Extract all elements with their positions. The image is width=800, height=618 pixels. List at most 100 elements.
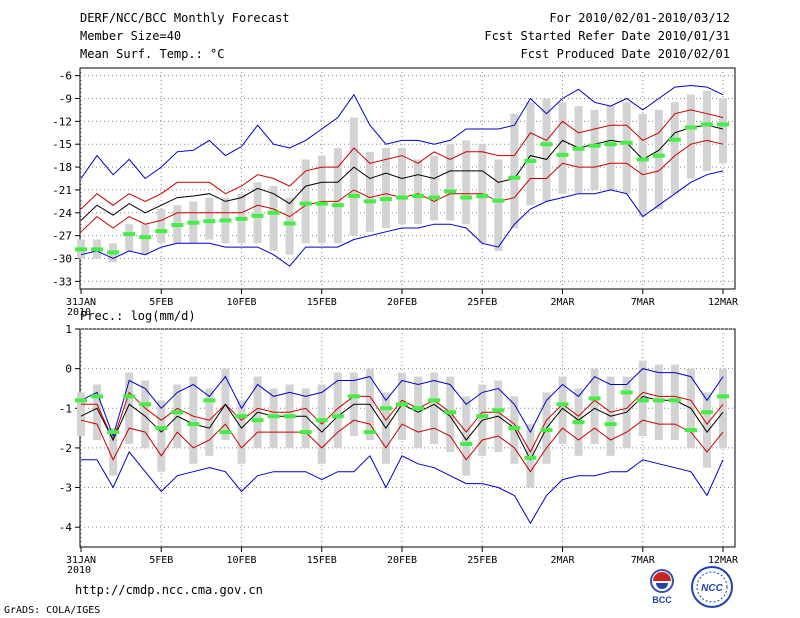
precip-median-bar	[588, 396, 601, 401]
temp-median-bar	[460, 195, 473, 200]
temp-median-bar	[396, 195, 408, 200]
temp-member-range-box	[317, 155, 326, 244]
precip-median-bar	[700, 410, 713, 415]
bcc-logo: BCC	[650, 569, 674, 605]
member-size-label: Member Size=40	[80, 29, 182, 43]
precip-xtick-label: 7MAR	[631, 555, 656, 566]
temp-xtick-label: 31JAN	[66, 297, 96, 308]
precip-median-bar	[235, 414, 248, 419]
temp-series-mean	[80, 124, 724, 221]
precip-xtick-label: 10FEB	[226, 555, 256, 566]
temp-median-bar	[283, 221, 296, 226]
temp-median-bar	[299, 201, 312, 206]
temp-median-bar	[107, 250, 120, 255]
precip-xtick-label: 12MAR	[708, 555, 739, 566]
precip-member-range-box	[77, 392, 85, 437]
temp-ytick-label: -30	[52, 253, 72, 266]
temp-series-min	[80, 170, 724, 267]
temp-member-range-box	[365, 151, 374, 232]
temp-ytick-label: -21	[52, 184, 72, 197]
temp-xtick-label: 25FEB	[467, 297, 497, 308]
temp-member-range-box	[414, 159, 423, 225]
precip-member-range-box	[93, 384, 102, 440]
temp-median-bar	[267, 210, 280, 215]
temp-xtick-label: 15FEB	[307, 297, 337, 308]
temp-member-range-box	[141, 224, 150, 255]
variable-label: Mean Surf. Temp.: °C	[80, 47, 225, 61]
temp-median-bar	[428, 195, 441, 200]
precip-median-bar	[604, 422, 617, 427]
temp-ytick-label: -6	[59, 70, 72, 83]
temp-median-bar	[155, 229, 168, 234]
temp-ytick-label: -12	[52, 115, 72, 128]
precip-median-bar	[299, 430, 312, 435]
precip-median-bar	[283, 414, 296, 419]
temp-member-range-box	[253, 182, 262, 244]
temp-member-range-box	[462, 140, 471, 225]
precip-member-range-box	[189, 376, 198, 464]
precip-median-bar	[315, 418, 328, 423]
temp-median-bar	[604, 142, 617, 147]
precip-member-range-box	[558, 376, 567, 444]
temp-median-bar	[139, 235, 152, 240]
precip-series-mean-std	[81, 391, 724, 453]
temp-member-range-box	[719, 98, 727, 164]
started-refer-date-label: Fcst Started Refer Date 2010/01/31	[484, 29, 730, 43]
temp-median-bar	[700, 122, 713, 127]
temp-median-bar	[668, 137, 681, 142]
temp-member-range-box	[446, 144, 455, 221]
precip-median-bar	[668, 398, 681, 403]
precip-ytick-label: 1	[65, 323, 72, 336]
precip-median-bar	[251, 418, 264, 423]
precip-median-bar	[396, 402, 408, 407]
precip-member-range-box	[719, 368, 727, 448]
temp-member-range-box	[590, 109, 599, 190]
temp-member-range-box	[205, 197, 214, 240]
precip-median-bar	[620, 390, 633, 395]
precip-median-bar	[347, 394, 360, 399]
temp-median-bar	[717, 122, 729, 127]
precip-member-range-box	[125, 372, 134, 444]
precip-median-bar	[508, 426, 521, 431]
precip-median-bar	[524, 455, 537, 460]
temp-median-bar	[684, 125, 697, 130]
temp-ytick-label: -24	[52, 207, 72, 220]
temp-series-mean-std	[80, 109, 724, 210]
precip-median-bar	[540, 428, 553, 433]
temp-median-bar	[636, 157, 649, 162]
precip-xtick-sublabel: 2010	[67, 565, 91, 576]
temp-median-bar	[75, 247, 87, 252]
precip-median-bar	[444, 410, 457, 415]
temp-median-bar	[235, 216, 248, 221]
precip-plot-frame	[79, 328, 736, 548]
precip-median-bar	[476, 414, 489, 419]
precip-ytick-label: -2	[59, 442, 72, 455]
precip-median-bar	[492, 408, 505, 413]
source-url[interactable]: http://cmdp.ncc.cma.gov.cn	[75, 583, 263, 597]
temp-member-range-box	[381, 148, 390, 229]
temp-series-max	[80, 84, 724, 180]
temp-median-bar	[347, 194, 360, 199]
temp-ytick-label: -33	[52, 275, 72, 288]
precip-member-range-box	[205, 388, 214, 456]
temp-median-bar	[652, 153, 665, 158]
precip-member-range-box	[237, 400, 246, 464]
temp-member-range-box	[606, 106, 615, 190]
temp-ytick-label: -18	[52, 161, 72, 174]
temp-member-range-box	[398, 148, 406, 225]
precip-median-bar	[331, 414, 344, 419]
precip-median-bar	[379, 406, 392, 411]
temp-member-range-box	[542, 98, 551, 202]
temp-plot-frame	[79, 67, 736, 290]
precip-median-bar	[171, 410, 184, 415]
precip-median-bar	[75, 398, 87, 403]
temp-member-range-box	[125, 224, 134, 251]
temp-ytick-label: -15	[52, 138, 72, 151]
precip-median-bar	[684, 428, 697, 433]
temp-member-range-box	[558, 102, 567, 194]
precip-xtick-label: 20FEB	[387, 555, 417, 566]
precip-xtick-label: 2MAR	[550, 555, 575, 566]
precip-panel-title: Prec.: log(mm/d)	[80, 309, 196, 323]
temp-median-bar	[219, 218, 232, 223]
